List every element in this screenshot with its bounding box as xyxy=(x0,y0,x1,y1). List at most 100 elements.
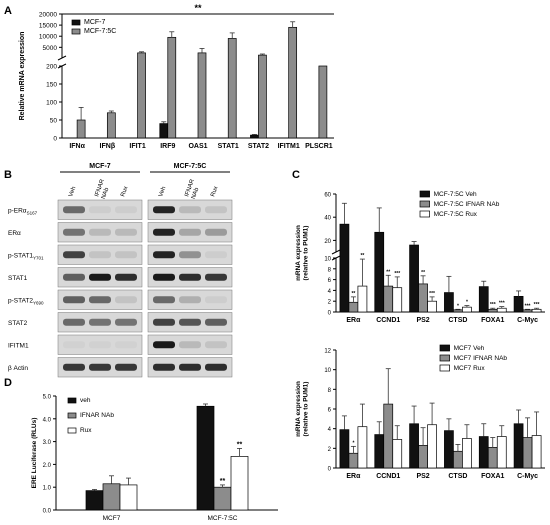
blot-band xyxy=(63,296,85,304)
bar xyxy=(427,424,437,469)
bar xyxy=(496,307,507,313)
bar xyxy=(76,119,86,139)
bar xyxy=(496,436,507,469)
panel-letter-d: D xyxy=(4,377,12,389)
x-tick-label: C-Myc xyxy=(517,473,538,480)
panel-c-top-chart: 0 2 4 6 8 10 20 40 60 mRNA expression(relative to… xyxy=(295,190,545,324)
significance-mark: ** xyxy=(220,478,226,485)
bar xyxy=(137,52,146,139)
x-tick-label: PS2 xyxy=(416,317,429,324)
bar xyxy=(258,54,267,139)
blot-row-label-sub: Y701 xyxy=(33,255,44,260)
x-tick-label: IFNβ xyxy=(100,143,116,150)
bar xyxy=(159,123,169,139)
blot-band xyxy=(115,228,137,236)
y-tick-label: 40 xyxy=(324,216,331,222)
bar xyxy=(288,26,298,139)
y-axis-label-line: (relative to PUM1) xyxy=(303,226,310,281)
legend-swatch xyxy=(439,354,450,362)
legend-swatch xyxy=(419,190,430,198)
blot-band xyxy=(205,251,227,259)
x-tick-label: FOXA1 xyxy=(481,473,504,480)
x-tick-label: CCND1 xyxy=(376,317,400,324)
bar xyxy=(453,450,463,469)
y-tick-label: 2 xyxy=(328,447,332,453)
y-tick-label: 50 xyxy=(50,118,58,125)
bar xyxy=(462,438,472,469)
bar xyxy=(227,38,237,139)
bar xyxy=(513,423,524,469)
significance-mark: * xyxy=(352,440,354,446)
y-tick-label: 20 xyxy=(324,239,331,245)
y-tick-label: 6 xyxy=(328,278,332,284)
bar xyxy=(444,292,454,313)
significance-mark: ** xyxy=(351,291,355,297)
blot-row-label-main: p-ERα xyxy=(8,207,27,214)
y-tick-label: 8 xyxy=(328,267,332,273)
y-tick-label: 12 xyxy=(324,349,331,355)
blot-row-label: STAT1 xyxy=(8,275,28,282)
axis-break-mark xyxy=(57,55,67,61)
significance-mark: * xyxy=(466,300,468,306)
blot-row-label-main: STAT1 xyxy=(8,275,28,282)
bar xyxy=(374,231,385,313)
legend-swatch xyxy=(71,19,81,26)
bar xyxy=(383,403,394,469)
blot-lane-label: Veh xyxy=(158,186,167,198)
y-tick-label: 2.0 xyxy=(43,463,52,469)
blot-band xyxy=(179,206,201,214)
bar xyxy=(531,308,542,313)
significance-mark: ** xyxy=(386,269,390,275)
blot-band xyxy=(179,318,201,326)
blot-group-label: MCF-7:5C xyxy=(174,163,207,170)
bar xyxy=(478,436,489,469)
significance-mark: ** xyxy=(421,270,425,276)
blot-band xyxy=(205,228,227,236)
y-axis-label-line: (relative to PUM1) xyxy=(303,382,310,437)
bar xyxy=(339,429,350,469)
x-tick-label: FOXA1 xyxy=(481,317,504,324)
x-tick-label: IFNα xyxy=(69,143,85,150)
blot-band xyxy=(205,273,227,281)
blot-band xyxy=(153,251,175,259)
x-tick-label: STAT2 xyxy=(248,143,269,150)
blot-band xyxy=(115,251,137,259)
blot-band xyxy=(115,363,137,371)
bar xyxy=(213,486,232,511)
bar xyxy=(357,285,368,313)
bar xyxy=(318,65,328,139)
y-tick-label: 1.0 xyxy=(43,486,52,492)
blot-band xyxy=(115,341,137,349)
bar xyxy=(409,244,419,313)
y-tick-label: 5000 xyxy=(43,45,58,52)
blot-band xyxy=(89,206,111,214)
blot-row-label-main: STAT2 xyxy=(8,320,28,327)
legend-label: MCF7 IFNAR NAb xyxy=(454,355,508,362)
legend-label: veh xyxy=(80,397,91,404)
bar xyxy=(348,301,359,313)
bar xyxy=(102,483,121,511)
blot-band xyxy=(205,296,227,304)
legend-label: MCF-7:5C Veh xyxy=(434,191,477,198)
significance-label: ** xyxy=(194,3,202,13)
significance-mark: *** xyxy=(525,303,531,309)
blot-band xyxy=(63,251,85,259)
y-tick-label: 10000 xyxy=(39,34,57,41)
blot-band xyxy=(153,273,175,281)
bar xyxy=(462,306,472,313)
bar xyxy=(531,435,542,469)
x-tick-label: ERα xyxy=(346,473,361,480)
y-tick-label: 200 xyxy=(46,64,57,71)
bar xyxy=(230,456,249,511)
blot-band xyxy=(179,296,201,304)
legend-label: IFNAR NAb xyxy=(80,412,114,419)
y-tick-label: 0 xyxy=(53,136,57,143)
x-tick-label: PLSCR1 xyxy=(305,143,333,150)
blot-row-label: ERα xyxy=(8,230,21,237)
legend-label: MCF-7:5C xyxy=(84,28,116,35)
bar xyxy=(409,423,419,469)
blot-row-label-sub: S167 xyxy=(27,210,38,215)
bar xyxy=(418,445,428,469)
bar xyxy=(487,308,498,313)
blot-band xyxy=(179,341,201,349)
